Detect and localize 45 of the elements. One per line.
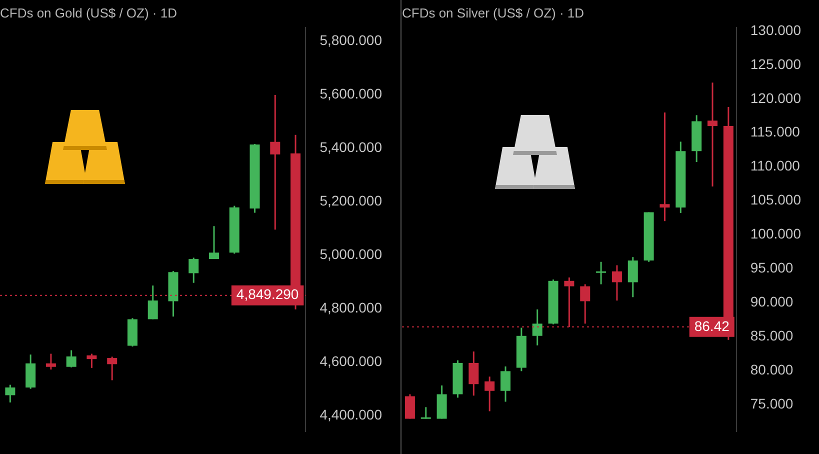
y-tick-label: 115.000 (750, 124, 800, 140)
candlestick (612, 264, 622, 302)
candlestick (596, 261, 606, 286)
y-tick-label: 85.000 (750, 327, 794, 344)
candlestick (270, 94, 280, 230)
y-tick-label: 4,800.000 (320, 299, 382, 316)
chart-title: CFDs on Gold (US$ / OZ) · 1D (0, 5, 177, 20)
candlestick (148, 284, 158, 320)
candlestick (500, 366, 511, 402)
y-tick-label: 80.000 (750, 361, 794, 378)
y-tick-label: 4,600.000 (320, 352, 382, 369)
candlestick (188, 256, 199, 284)
y-tick-label: 5,400.000 (320, 138, 382, 155)
candlestick (46, 352, 56, 370)
y-tick-label: 120.000 (750, 90, 802, 106)
candlestick (708, 82, 718, 188)
candlestick (420, 406, 431, 420)
candlestick (484, 376, 495, 412)
y-tick-label: 5,000.000 (320, 246, 382, 262)
ref-line-label: 86.42 (694, 318, 730, 334)
candlestick (468, 350, 479, 396)
chart-title: CFDs on Silver (US$ / OZ) · 1D (402, 5, 584, 20)
candlestick (107, 356, 118, 381)
y-tick-label: 125.000 (750, 56, 802, 72)
candlestick (404, 394, 415, 420)
y-tick-label: 105.000 (750, 192, 802, 208)
candlestick (5, 384, 16, 404)
candlestick (209, 225, 220, 260)
candlestick (628, 256, 638, 298)
candlestick (532, 308, 542, 346)
y-tick-label: 5,600.000 (320, 85, 382, 102)
y-tick-label: 75.000 (750, 395, 794, 412)
y-tick-label: 95.000 (750, 260, 794, 276)
ref-line-label: 4,849.290 (236, 286, 299, 302)
candlestick (660, 112, 670, 222)
y-tick-label: 4,400.000 (320, 406, 382, 422)
y-tick-label: 5,800.000 (320, 32, 382, 48)
candlestick (580, 284, 590, 324)
y-tick-label: 130.000 (750, 22, 802, 38)
y-tick-label: 5,200.000 (320, 192, 382, 208)
y-tick-label: 100.000 (750, 226, 802, 242)
y-tick-label: 90.000 (750, 293, 794, 310)
candlestick (86, 352, 97, 369)
candlestick (66, 350, 76, 368)
y-tick-label: 110.000 (750, 158, 800, 174)
